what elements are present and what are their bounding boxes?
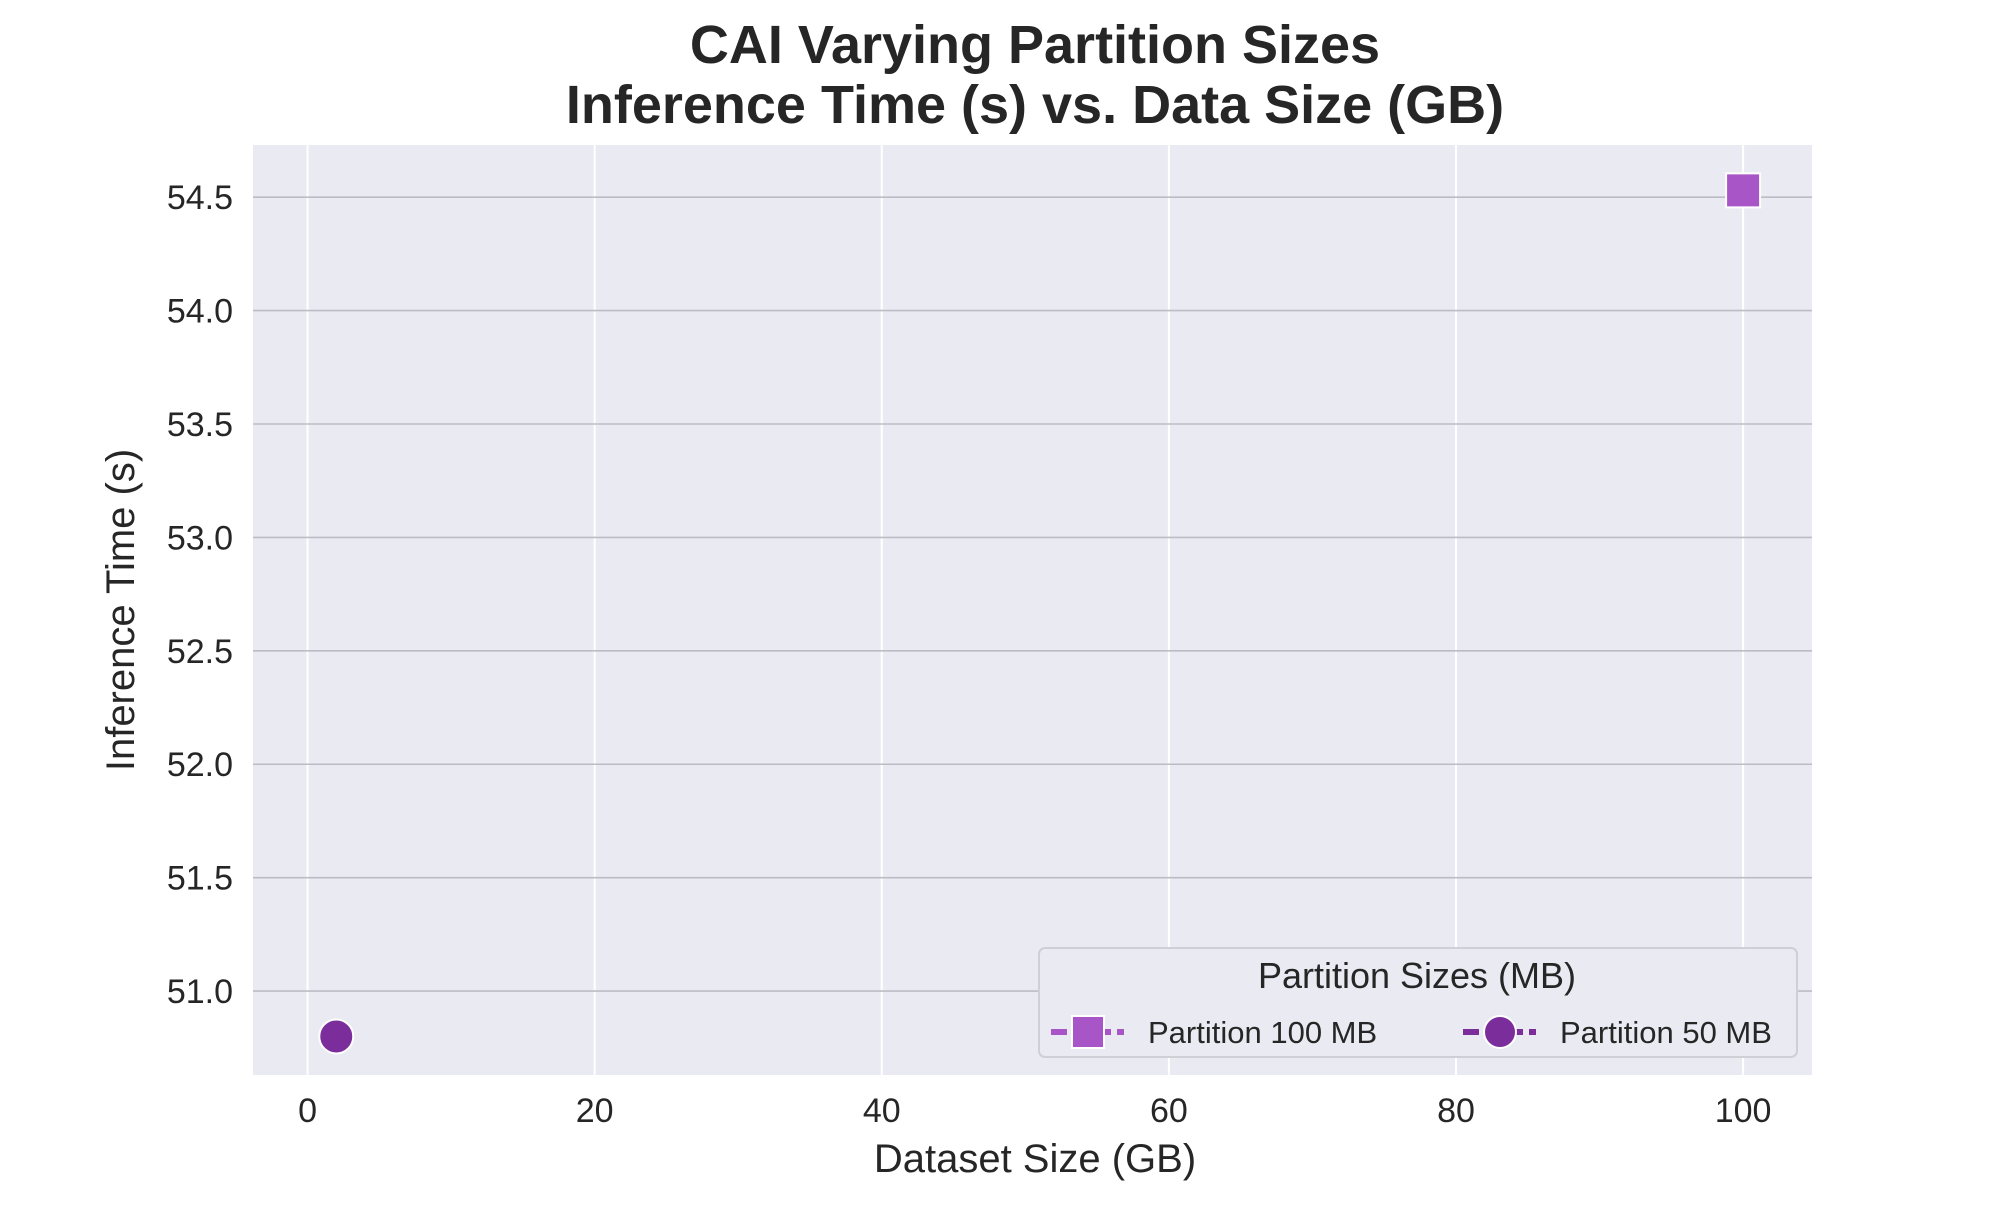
chart-title-line-1: CAI Varying Partition Sizes: [690, 15, 1380, 75]
legend-marker-circle: [1483, 1015, 1517, 1049]
y-tick-label: 51.5: [167, 860, 233, 898]
x-tick-label: 100: [1715, 1092, 1772, 1130]
data-point-circle: [318, 1018, 355, 1055]
y-tick-label: 53.0: [167, 519, 233, 557]
y-tick-label: 52.5: [167, 633, 233, 671]
grid-layer: [253, 145, 1812, 1075]
y-tick-label: 54.0: [167, 293, 233, 331]
legend-marker-square: [1071, 1015, 1105, 1049]
x-tick-label: 20: [576, 1092, 614, 1130]
legend: Partition Sizes (MB) Partition 100 MB Par…: [1038, 947, 1798, 1058]
x-axis-label: Dataset Size (GB): [874, 1137, 1196, 1181]
x-tick-label: 0: [298, 1092, 317, 1130]
y-tick-label: 52.0: [167, 746, 233, 784]
x-tick-label: 40: [863, 1092, 901, 1130]
legend-label: Partition 100 MB: [1148, 1015, 1377, 1050]
y-tick-label: 54.5: [167, 179, 233, 217]
x-tick-label: 60: [1150, 1092, 1188, 1130]
data-marks: [318, 172, 1762, 1055]
legend-items: Partition 100 MB Partition 50 MB: [1051, 1015, 1772, 1050]
chart-title-line-2: Inference Time (s) vs. Data Size (GB): [566, 75, 1504, 135]
data-point-square: [1725, 172, 1762, 209]
x-tick-label: 80: [1437, 1092, 1475, 1130]
y-tick-label: 53.5: [167, 406, 233, 444]
plot-area: [253, 145, 1812, 1075]
tick-labels: 0 20 40 60 80 100 51.0 51.5 52.0 52.5 53.0 53.5 54.0…: [167, 179, 1772, 1130]
legend-title: Partition Sizes (MB): [1258, 955, 1576, 996]
legend-label: Partition 50 MB: [1560, 1015, 1772, 1050]
y-tick-label: 51.0: [167, 973, 233, 1011]
legend-box: [1038, 947, 1798, 1058]
y-axis-label: Inference Time (s): [99, 449, 143, 771]
